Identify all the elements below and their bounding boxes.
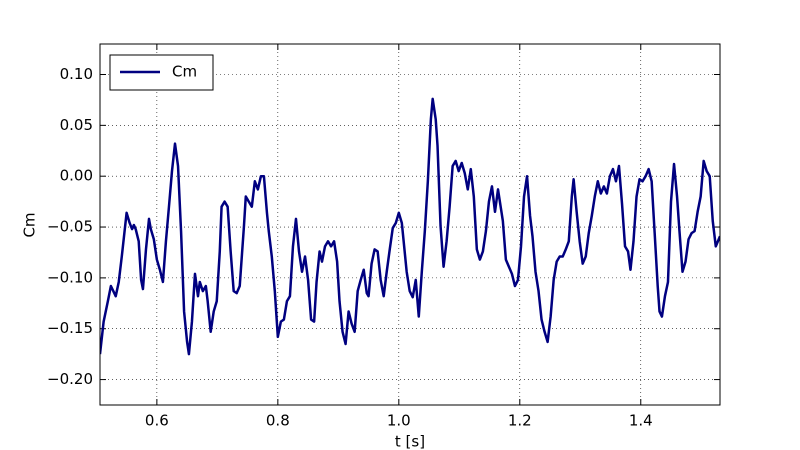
x-tick-label: 0.8 [266,412,290,430]
y-tick-label: −0.15 [47,319,93,337]
y-tick-label: 0.05 [60,116,93,134]
x-tick-label: 1.2 [508,412,532,430]
x-tick-label: 1.4 [629,412,653,430]
y-tick-label: 0.00 [60,167,93,185]
y-tick-label: −0.10 [47,268,93,286]
y-tick-label: 0.10 [60,65,93,83]
x-tick-label: 1.0 [387,412,411,430]
data-line [100,97,720,356]
plot-frame [99,43,721,406]
x-axis-label: t [s] [395,433,425,450]
y-axis-label: Cm [21,212,39,237]
legend-label: Cm [172,63,197,81]
x-tick-label: 0.6 [145,412,169,430]
y-tick-label: −0.20 [47,370,93,388]
y-tick-label: −0.05 [47,218,93,236]
